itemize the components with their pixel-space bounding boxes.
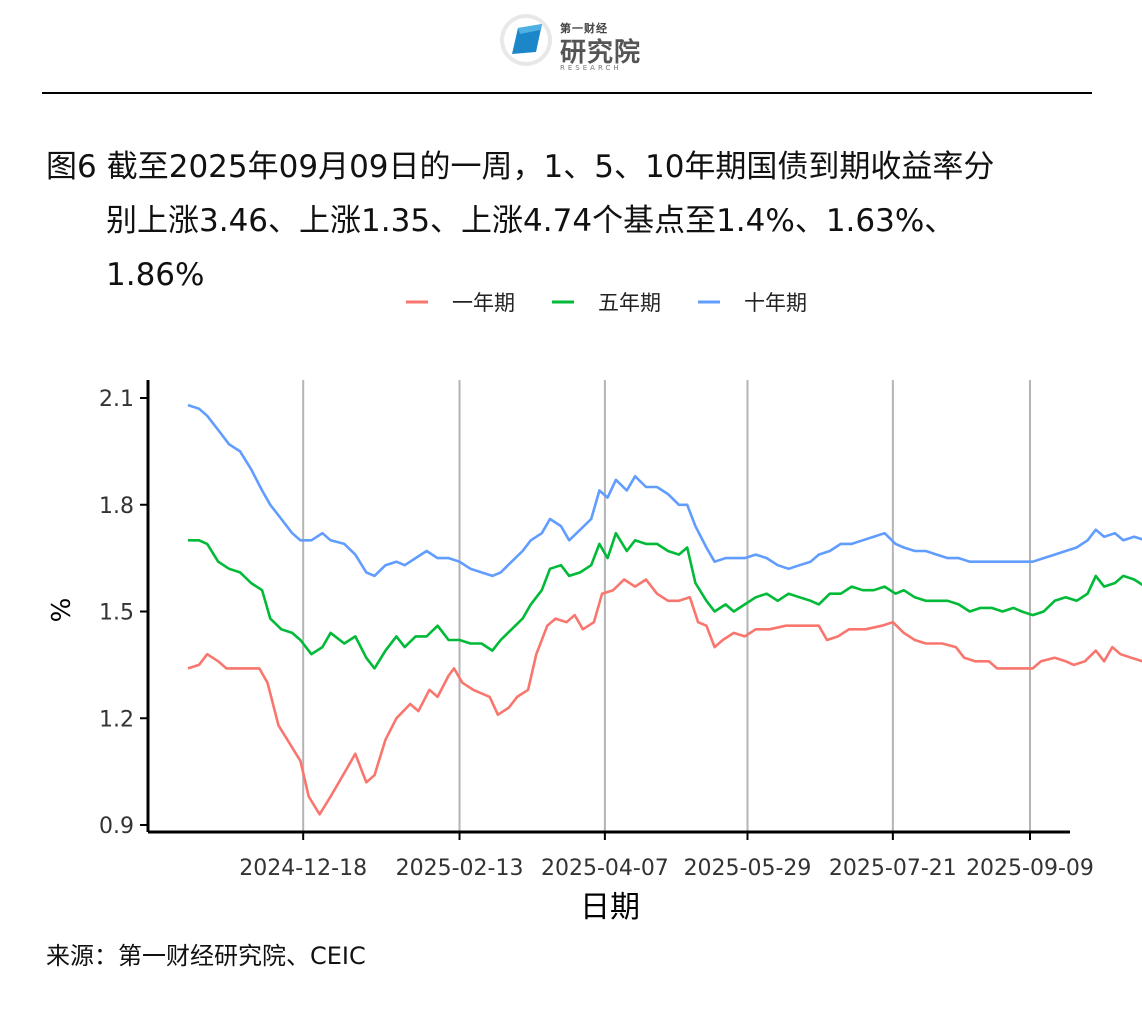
yield-line-chart: 一年期 五年期 十年期 2024-12-18 2025-02-13 2025-04-07…	[47, 291, 1142, 925]
y-tick-label: 1.2	[99, 707, 134, 732]
x-tick-label: 2024-12-18	[239, 856, 367, 881]
figure-label: 图6	[46, 149, 97, 185]
source-note: 来源：第一财经研究院、CEIC	[46, 942, 366, 970]
legend-label-1: 五年期	[598, 291, 661, 315]
chart-axes	[146, 380, 1070, 834]
figure-title-line1: 截至2025年09月09日的一周，1、5、10年期国债到期收益率分	[106, 149, 995, 185]
x-tick-label: 2025-05-29	[684, 856, 812, 881]
figure-title-line3: 1.86%	[106, 257, 205, 293]
logo-text-main: 研究院	[560, 38, 642, 68]
x-axis-label: 日期	[580, 890, 640, 925]
chart-legend: 一年期 五年期 十年期	[406, 291, 807, 315]
x-tick-label: 2025-02-13	[396, 856, 524, 881]
y-tick-label: 2.1	[99, 387, 134, 412]
research-logo: 第一财经 研究院 RESEARCH	[494, 8, 654, 78]
series-line-2	[187, 403, 1142, 578]
y-tick-label: 1.8	[99, 494, 134, 519]
series-line-0	[187, 578, 1142, 816]
x-tick-label: 2025-09-09	[966, 856, 1094, 881]
logo-text-en: RESEARCH	[560, 64, 622, 72]
legend-label-0: 一年期	[452, 291, 515, 315]
legend-label-2: 十年期	[744, 291, 807, 315]
chart-gridlines	[302, 380, 1031, 832]
y-axis-label: %	[47, 598, 77, 623]
x-tick-label: 2025-07-21	[829, 856, 957, 881]
x-tick-label: 2025-04-07	[541, 856, 669, 881]
figure-title: 图6 截至2025年09月09日的一周，1、5、10年期国债到期收益率分 别上涨3…	[46, 140, 1116, 302]
series-line-1	[188, 531, 1142, 670]
figure-title-line2: 别上涨3.46、上涨1.35、上涨4.74个基点至1.4%、1.63%、	[106, 203, 956, 239]
y-tick-label: 1.5	[99, 601, 134, 626]
logo-text-small: 第一财经	[560, 22, 608, 35]
chart-ticks: 2024-12-18 2025-02-13 2025-04-07 2025-05-29…	[99, 387, 1094, 881]
logo-emblem-icon	[500, 14, 552, 66]
y-tick-label: 0.9	[99, 814, 134, 839]
header-divider	[42, 92, 1092, 94]
chart-series-layer	[187, 403, 1142, 816]
